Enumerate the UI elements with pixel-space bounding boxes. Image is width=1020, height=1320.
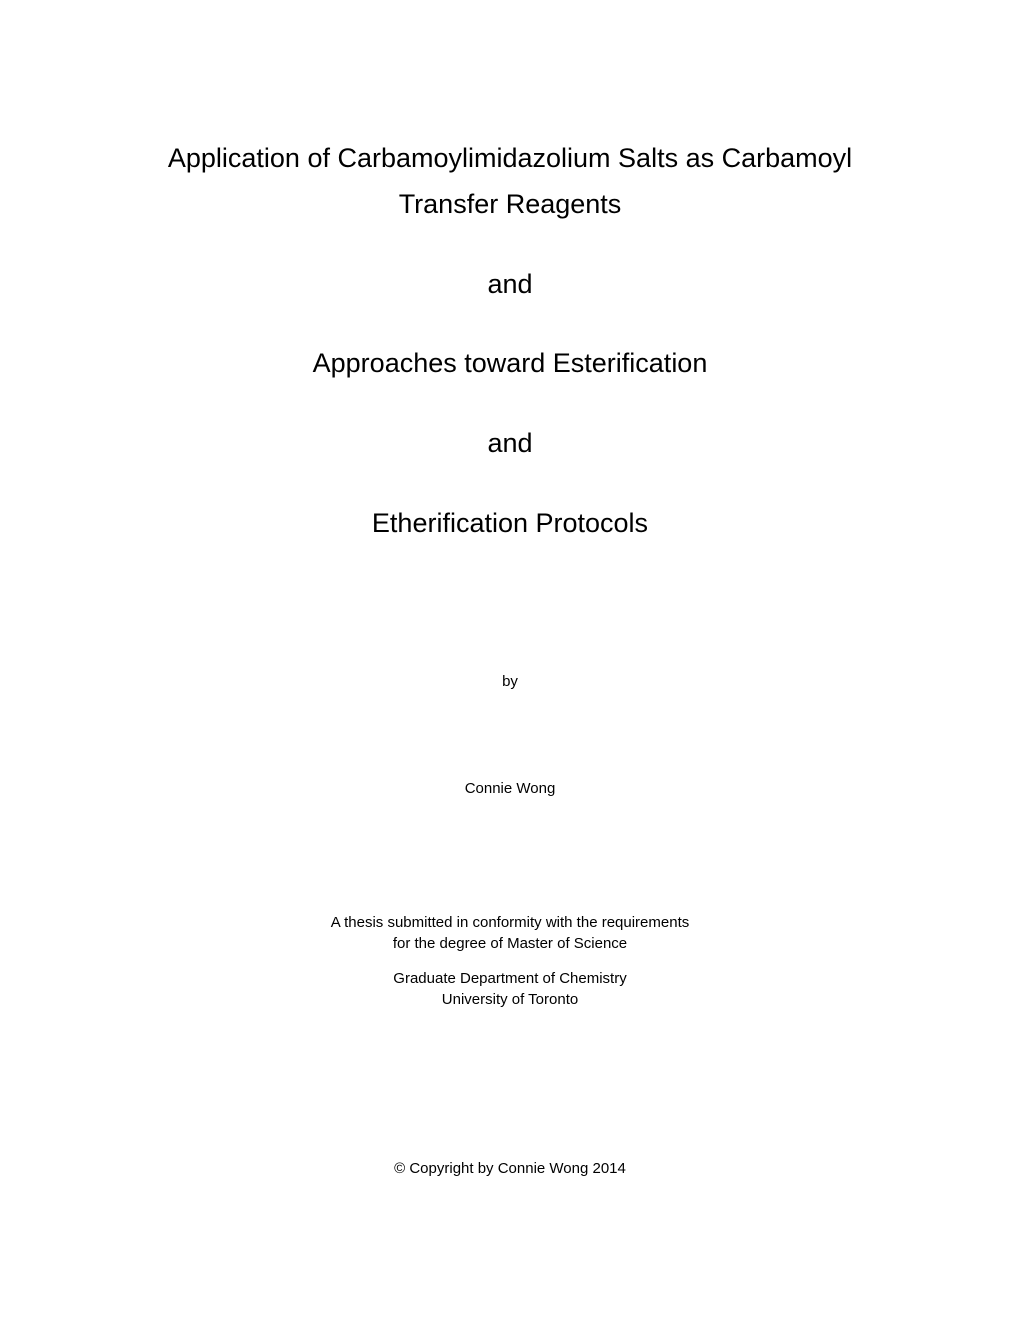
title-and-1: and	[120, 266, 900, 304]
copyright-notice: © Copyright by Connie Wong 2014	[120, 1160, 900, 1177]
title-line-3: Approaches toward Esterification	[120, 345, 900, 383]
submission-line-1: A thesis submitted in conformity with th…	[120, 912, 900, 933]
department-line-1: Graduate Department of Chemistry	[120, 968, 900, 989]
document-page: Application of Carbamoylimidazolium Salt…	[0, 0, 1020, 1320]
by-label: by	[120, 673, 900, 690]
title-and-2: and	[120, 425, 900, 463]
department-line-2: University of Toronto	[120, 989, 900, 1010]
title-line-1: Application of Carbamoylimidazolium Salt…	[120, 140, 900, 178]
submission-line-2: for the degree of Master of Science	[120, 933, 900, 954]
author-name: Connie Wong	[120, 780, 900, 797]
title-line-2: Transfer Reagents	[120, 186, 900, 224]
department-block: Graduate Department of Chemistry Univers…	[120, 968, 900, 1010]
title-line-4: Etherification Protocols	[120, 505, 900, 543]
submission-statement: A thesis submitted in conformity with th…	[120, 912, 900, 954]
